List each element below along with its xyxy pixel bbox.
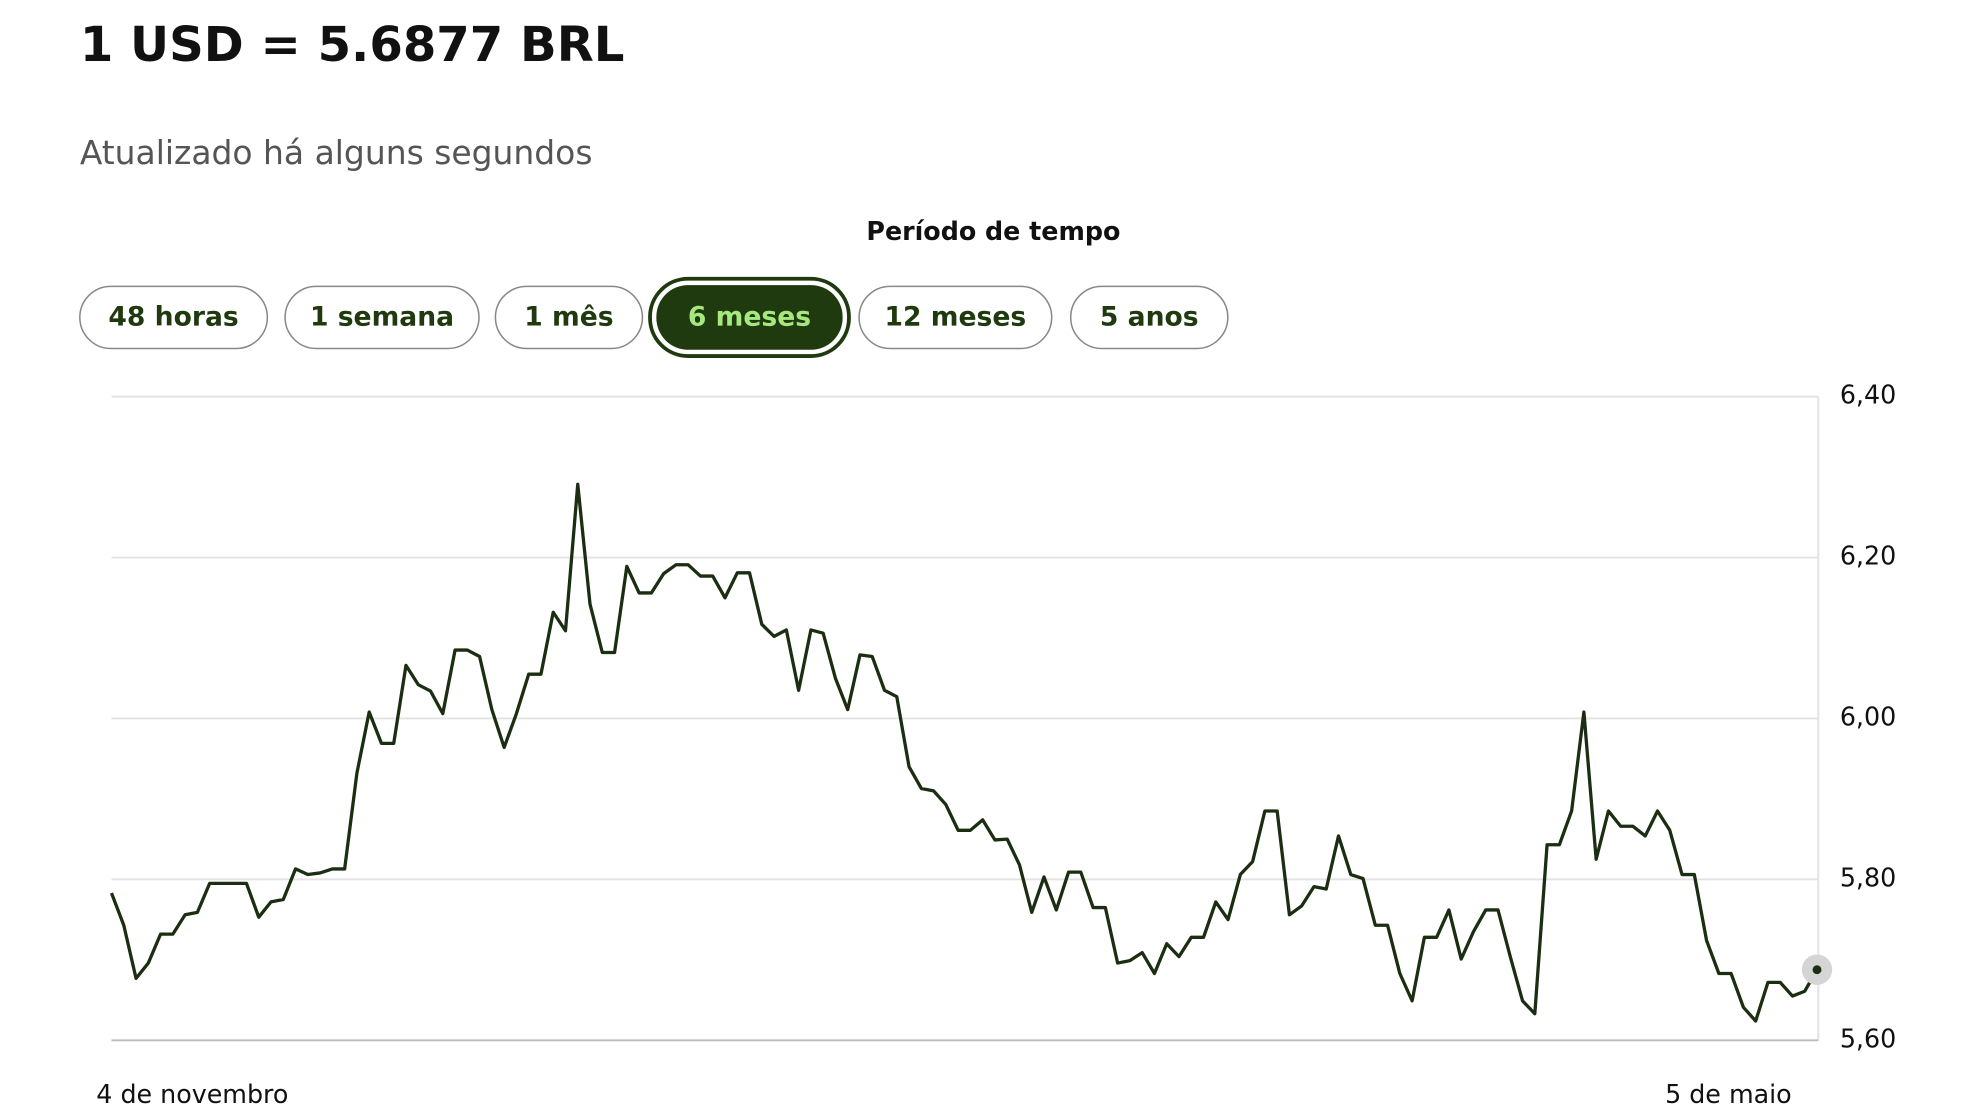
button-bg	[1069, 285, 1229, 350]
button-bg	[284, 285, 480, 350]
rate-title: 1 USD = 5.6877 BRL	[80, 17, 625, 73]
y-tick-label: 5,80	[1840, 862, 1896, 892]
period-button[interactable]: 12 meses	[858, 285, 1053, 350]
button-bg	[656, 285, 843, 350]
last-point	[1812, 965, 1822, 975]
button-label: 12 meses	[885, 302, 1027, 333]
button-label: 48 horas	[108, 302, 238, 333]
period-button[interactable]: 48 horas	[79, 285, 269, 350]
button-bg	[79, 285, 269, 350]
x-tick-label: 5 de maio	[1665, 1079, 1792, 1109]
button-bg	[858, 285, 1053, 350]
updated-note: Atualizado há alguns segundos	[80, 133, 593, 172]
button-label: 6 meses	[688, 302, 811, 333]
period-button[interactable]: 5 anos	[1069, 285, 1229, 350]
y-tick-label: 5,60	[1840, 1023, 1896, 1053]
period-button[interactable]: 1 mês	[494, 285, 644, 350]
y-tick-label: 6,00	[1840, 701, 1896, 731]
period-button[interactable]: 6 meses	[648, 276, 851, 358]
period-button[interactable]: 1 semana	[284, 285, 480, 350]
button-label: 1 semana	[310, 302, 454, 333]
period-label: Período de tempo	[866, 216, 1120, 246]
rate-line	[109, 482, 1819, 1023]
x-tick-label: 4 de novembro	[96, 1079, 288, 1109]
button-bg	[494, 285, 644, 350]
button-label: 1 mês	[524, 302, 613, 333]
button-ring	[648, 276, 851, 358]
button-label: 5 anos	[1100, 302, 1199, 333]
y-tick-label: 6,40	[1840, 380, 1896, 410]
y-tick-label: 6,20	[1840, 541, 1896, 571]
